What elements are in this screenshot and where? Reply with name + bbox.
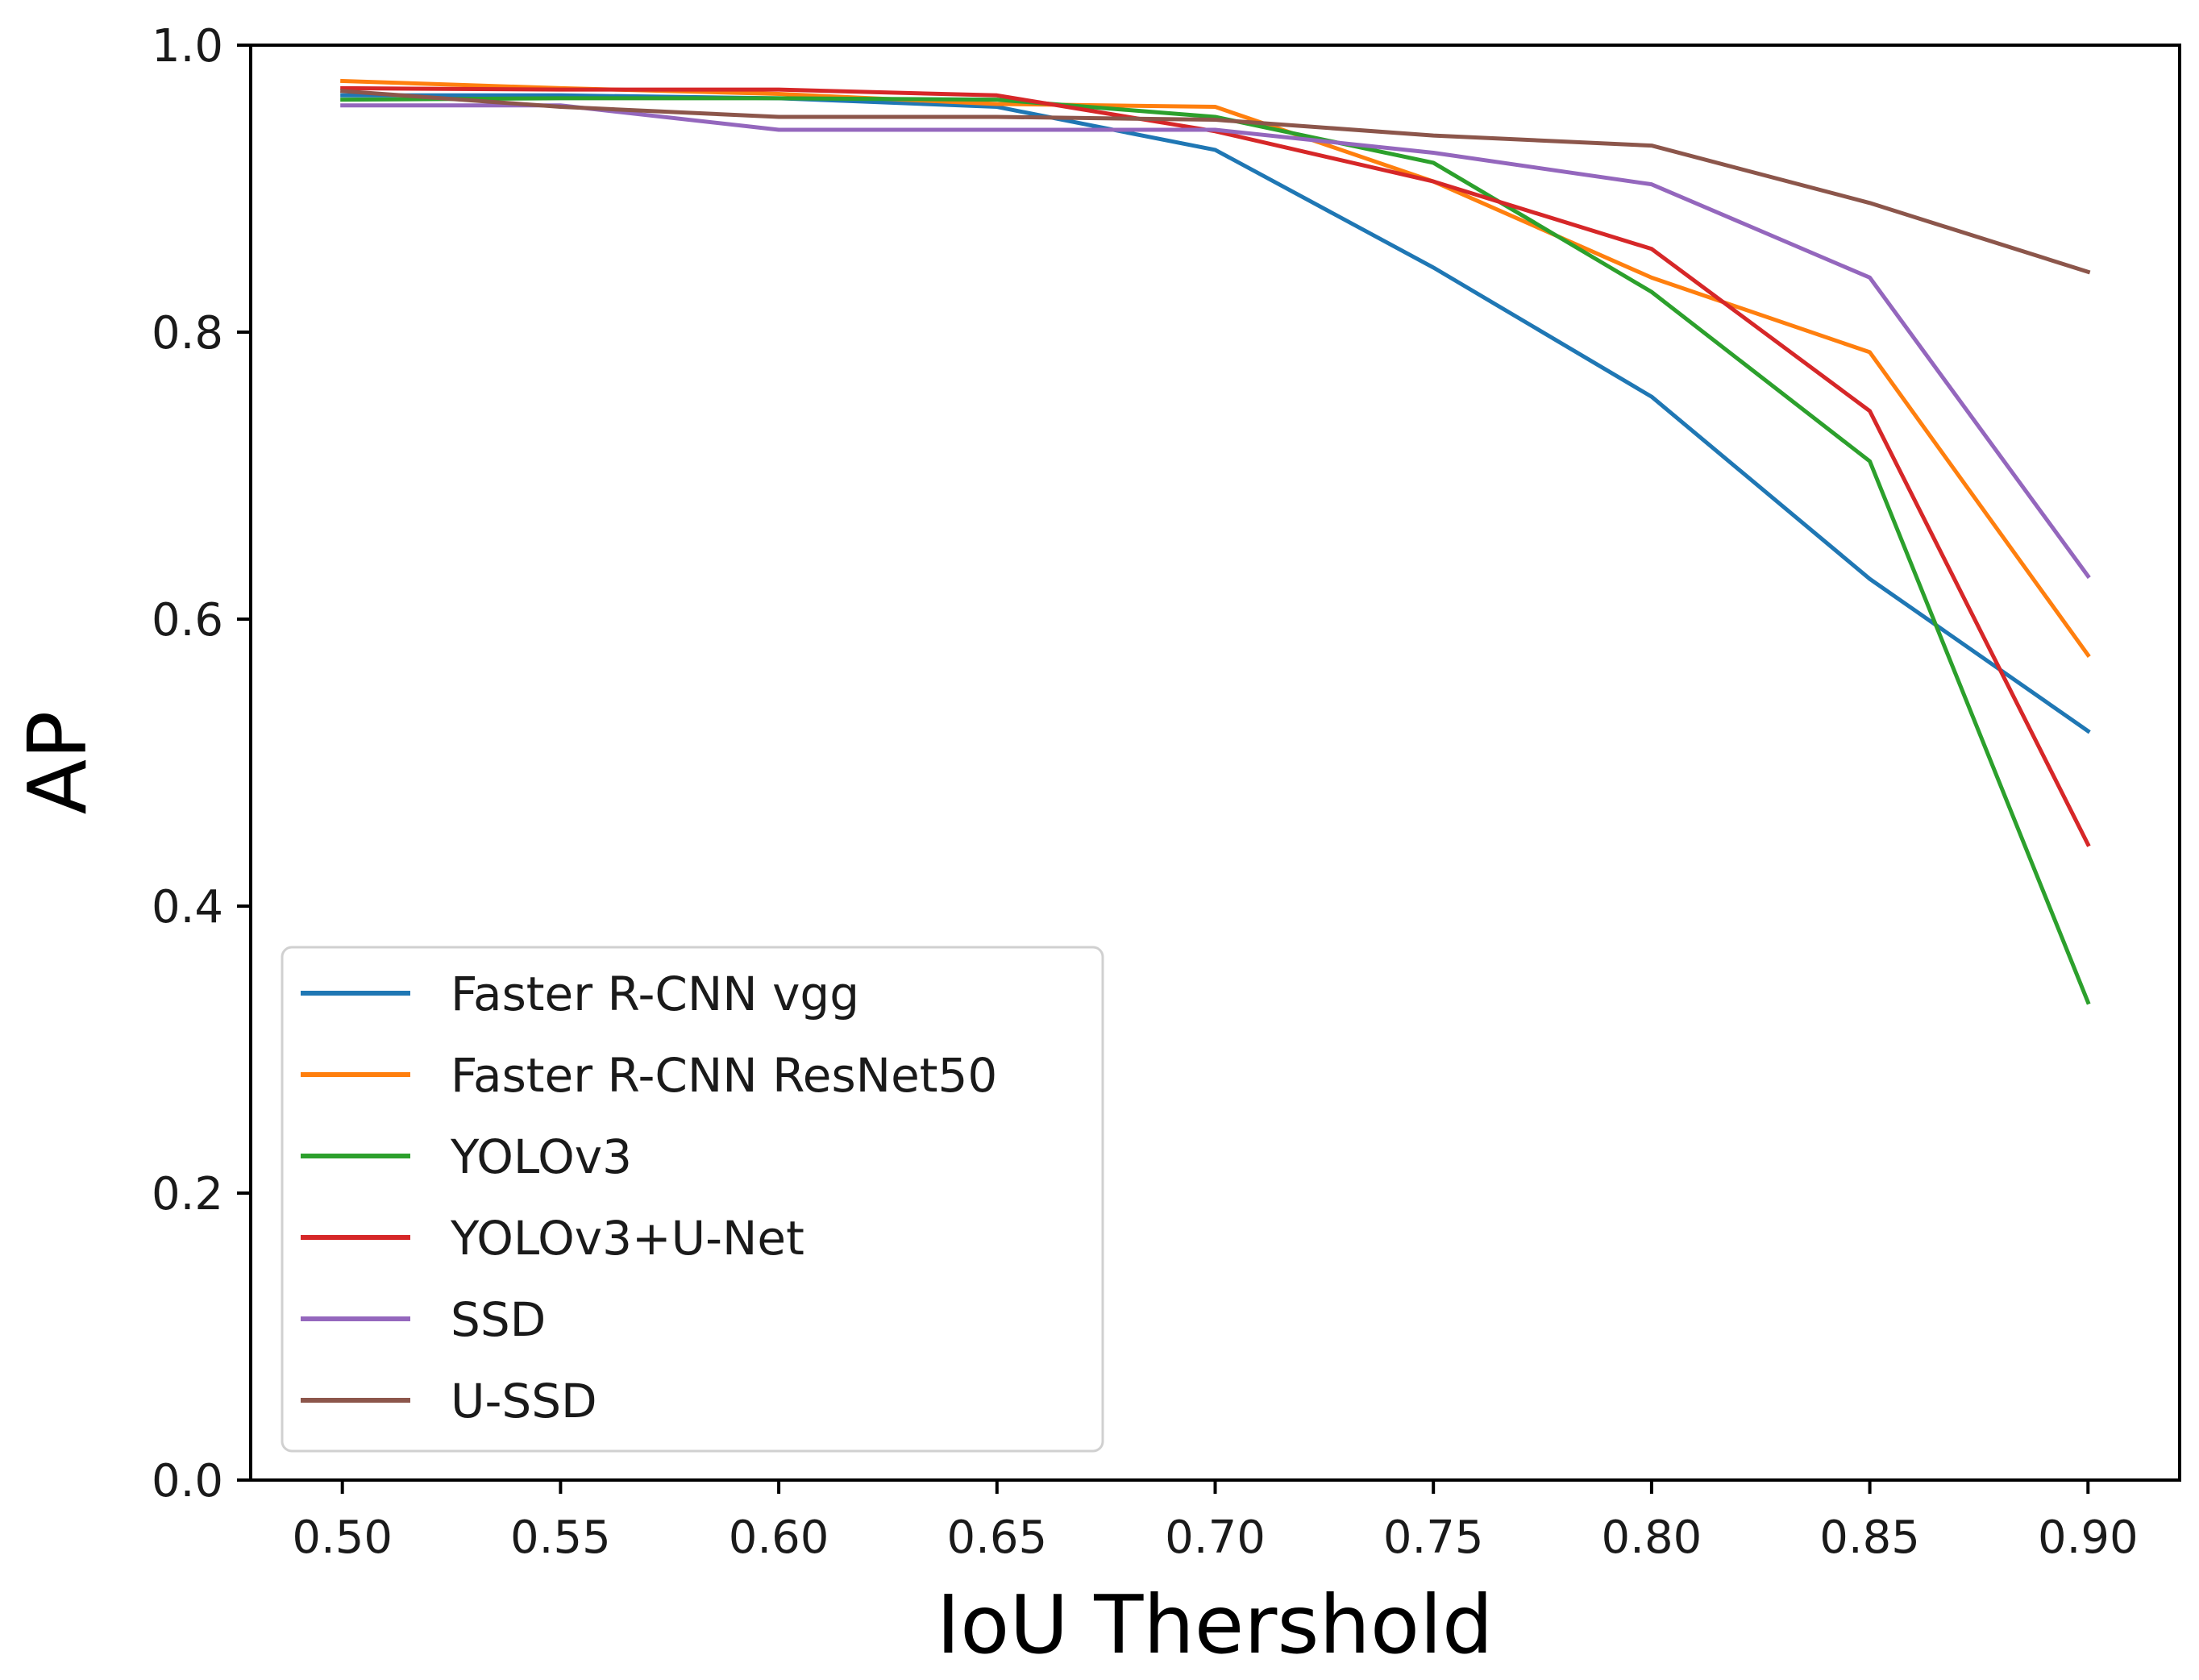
series-line-ssd [340,103,2091,580]
x-axis-title: IoU Thershold [937,1578,1494,1672]
y-tick-label: 0.4 [152,881,223,934]
x-tick-label: 0.75 [1383,1512,1484,1564]
x-tick-label: 0.65 [946,1512,1047,1564]
legend-label: SSD [451,1292,546,1347]
y-tick-label: 0.2 [152,1168,223,1220]
x-tick-label: 0.80 [1602,1512,1702,1564]
x-axis: 0.50 0.55 0.60 0.65 0.70 0.75 0.80 0.85 0.90 [292,1480,2139,1564]
y-axis: 0.0 0.2 0.4 0.6 0.8 1.0 [152,20,251,1507]
legend-label: Faster R-CNN vgg [451,967,859,1021]
series-line-u-ssd [340,89,2091,275]
y-axis-title: AP [10,711,105,815]
x-tick-label: 0.70 [1165,1512,1266,1564]
x-tick-label: 0.85 [1819,1512,1920,1564]
legend: Faster R-CNN vgg Faster R-CNN ResNet50 YOL… [281,946,1104,1453]
x-tick-label: 0.90 [2038,1512,2139,1564]
legend-box [281,946,1104,1453]
x-tick-label: 0.50 [292,1512,393,1564]
legend-label: YOLOv3 [450,1129,632,1184]
x-tick-label: 0.60 [729,1512,829,1564]
series-line-yolov3 [340,96,2091,1005]
legend-entries: Faster R-CNN vgg Faster R-CNN ResNet50 YOL… [301,967,997,1428]
legend-label: YOLOv3+U-Net [450,1211,804,1266]
legend-label: U-SSD [451,1374,597,1428]
legend-label: Faster R-CNN ResNet50 [451,1048,997,1103]
x-tick-label: 0.55 [510,1512,611,1564]
series-layer [340,78,2091,1005]
y-tick-label: 1.0 [152,20,223,73]
y-tick-label: 0.6 [152,594,223,647]
y-tick-label: 0.8 [152,307,223,360]
y-tick-label: 0.0 [152,1455,223,1507]
